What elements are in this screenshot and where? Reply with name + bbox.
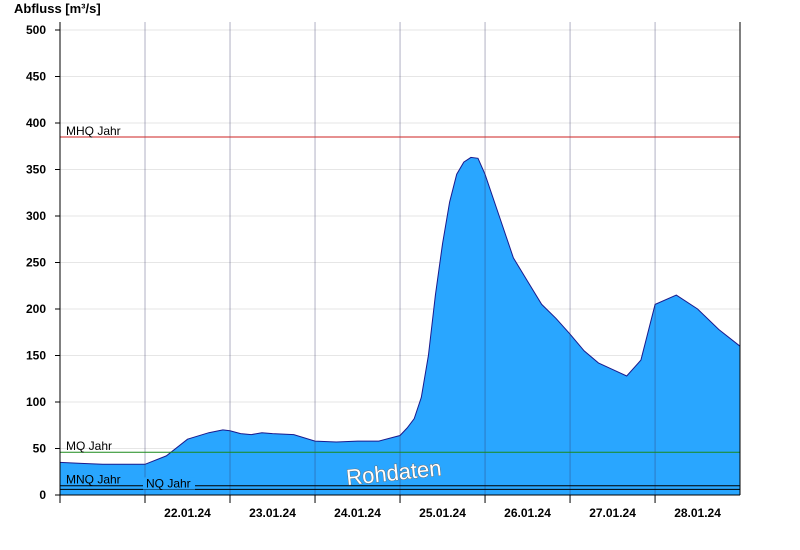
discharge-line bbox=[59, 156, 741, 465]
x-tick-label: 27.01.24 bbox=[589, 506, 636, 520]
y-tick-label: 100 bbox=[26, 395, 46, 409]
ref-label-mhq-jahr: MHQ Jahr bbox=[66, 124, 121, 138]
axes: 0 50 100 150 200 250 300 350 400 450 500 22.01.24 23… bbox=[26, 22, 741, 520]
y-tick-label: 250 bbox=[26, 256, 46, 270]
x-tick-label: 23.01.24 bbox=[249, 506, 296, 520]
x-tick-label: 22.01.24 bbox=[164, 506, 211, 520]
reference-lines: MHQ Jahr MQ Jahr MNQ Jahr NQ Jahr bbox=[60, 124, 740, 490]
y-tick-label: 500 bbox=[26, 23, 46, 37]
y-tick-label: 0 bbox=[39, 488, 46, 502]
y-tick-label: 50 bbox=[33, 442, 47, 456]
y-axis-title: Abfluss [m³/s] bbox=[14, 1, 101, 16]
ref-label-bg bbox=[143, 477, 195, 490]
x-tick-label: 26.01.24 bbox=[504, 506, 551, 520]
y-tick-label: 150 bbox=[26, 349, 46, 363]
day-separators bbox=[144, 22, 656, 495]
y-tick-label: 350 bbox=[26, 163, 46, 177]
y-tick-label: 450 bbox=[26, 70, 46, 84]
y-tick-label: 300 bbox=[26, 209, 46, 223]
ref-label-nq-jahr: NQ Jahr bbox=[146, 476, 191, 490]
x-tick-label: 24.01.24 bbox=[334, 506, 381, 520]
ref-label-mq-jahr: MQ Jahr bbox=[66, 439, 112, 453]
x-tick-label: 28.01.24 bbox=[674, 506, 721, 520]
x-tick-label: 25.01.24 bbox=[419, 506, 466, 520]
y-tick-label: 200 bbox=[26, 302, 46, 316]
y-tick-label: 400 bbox=[26, 116, 46, 130]
ref-label-mnq-jahr: MNQ Jahr bbox=[66, 473, 121, 487]
